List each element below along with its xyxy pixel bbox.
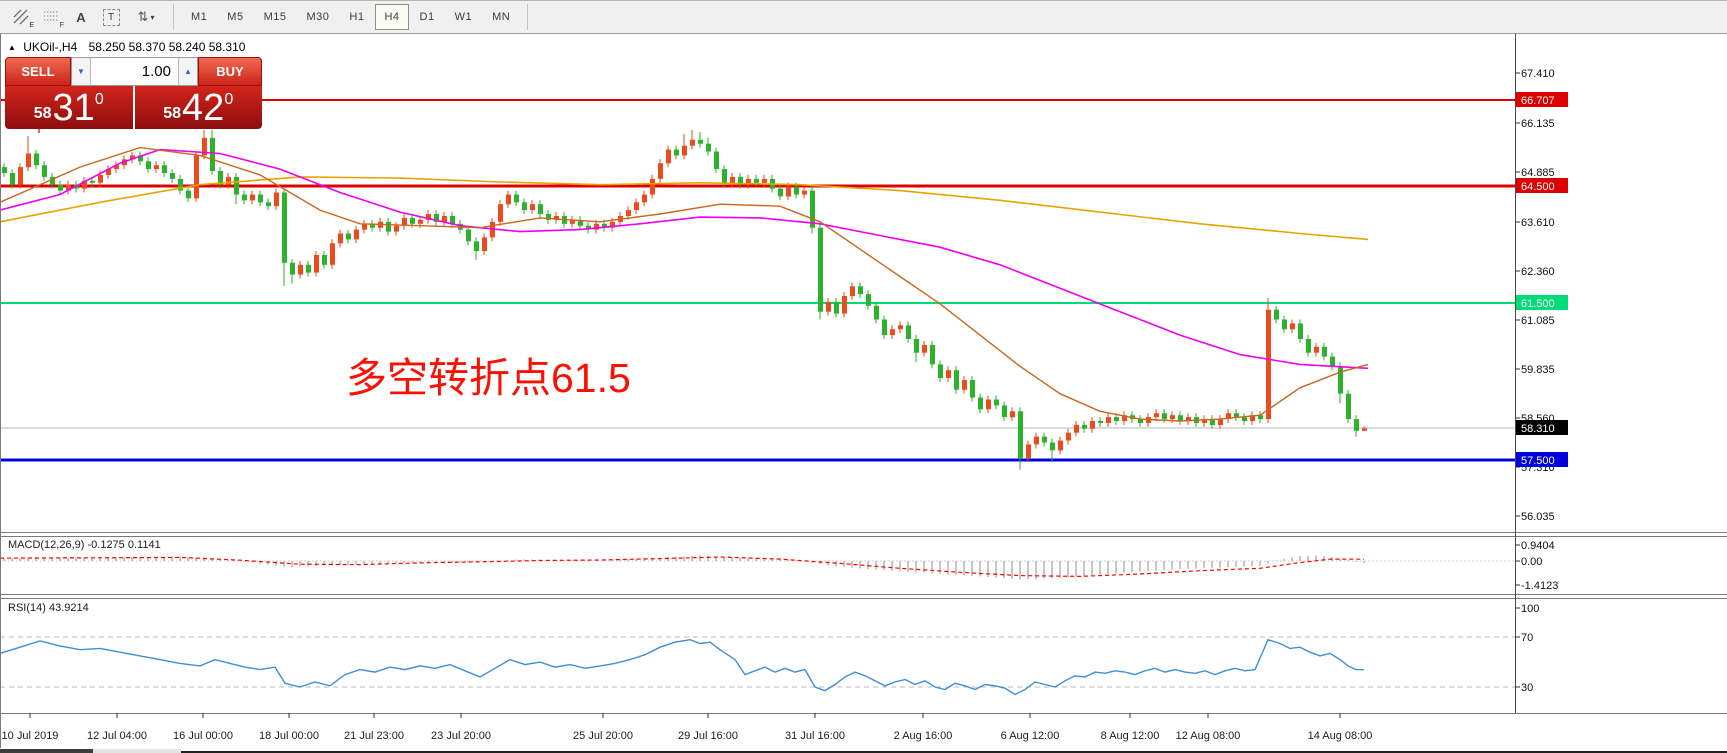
axis-label: 67.410 bbox=[1521, 68, 1555, 80]
buy-button[interactable]: BUY bbox=[198, 57, 262, 86]
grid-icon[interactable]: F bbox=[36, 4, 66, 30]
axis-label: 64.885 bbox=[1521, 167, 1555, 179]
time-label: 18 Jul 00:00 bbox=[259, 730, 319, 742]
price-badge bbox=[1516, 452, 1568, 467]
axis-label: 100 bbox=[1521, 603, 1539, 615]
ma-fast-line bbox=[0, 146, 1369, 422]
time-label: 12 Aug 08:00 bbox=[1176, 730, 1241, 742]
macd-signal-value: 0.1141 bbox=[127, 539, 161, 551]
arrows-icon[interactable]: ⇅ ▾ bbox=[137, 9, 155, 24]
time-label: 31 Jul 16:00 bbox=[785, 730, 845, 742]
macd-signal-line bbox=[0, 556, 1365, 578]
tab-timeframe-w1[interactable]: W1 bbox=[454, 11, 473, 23]
toolbar-separator bbox=[173, 4, 174, 30]
scrollbar-track bbox=[93, 749, 181, 753]
volume-input[interactable]: 1.00 bbox=[141, 63, 171, 80]
time-label: 23 Jul 20:00 bbox=[431, 730, 491, 742]
axis-label: 30 bbox=[1521, 682, 1533, 694]
sell-price-display[interactable]: 58 31 0 bbox=[5, 86, 133, 129]
rsi-value: 43.9214 bbox=[48, 602, 89, 614]
axis-label: 66.135 bbox=[1521, 118, 1555, 130]
ma-mid-line bbox=[0, 148, 1369, 370]
sell-button[interactable]: SELL bbox=[5, 57, 71, 86]
rsi-line bbox=[0, 638, 1365, 696]
price-badge-label: 66.707 bbox=[1521, 95, 1555, 107]
time-label: 2 Aug 16:00 bbox=[894, 730, 953, 742]
ma-slow-line bbox=[0, 176, 1369, 241]
macd-main-value: -0.1275 bbox=[87, 539, 125, 551]
time-label: 29 Jul 16:00 bbox=[678, 730, 738, 742]
text-label-icon[interactable]: A bbox=[76, 9, 86, 25]
axis-label: 62.360 bbox=[1521, 266, 1555, 278]
price-badge bbox=[1516, 178, 1568, 193]
axis-label: 61.085 bbox=[1521, 315, 1555, 327]
volume-decrease-button[interactable]: ▼ bbox=[72, 58, 91, 85]
one-click-trade-panel: SELL ▼ 1.00 ▲ BUY 58 31 0 58 42 0 bbox=[5, 57, 262, 129]
icon-subscript: F bbox=[59, 22, 64, 29]
axis-label: 0.9404 bbox=[1521, 540, 1555, 552]
top-toolbar: E F A T ⇅ ▾ M1 M5 M15 M30 H1 H4 D1 W1 MN bbox=[0, 0, 1727, 34]
tab-timeframe-mn[interactable]: MN bbox=[492, 11, 511, 23]
sell-price-small: 58 bbox=[33, 104, 52, 122]
price-badge bbox=[1516, 295, 1568, 310]
timeframe-bar: M1 M5 M15 M30 H1 H4 D1 W1 MN bbox=[181, 4, 520, 30]
tab-timeframe-m5[interactable]: M5 bbox=[227, 11, 244, 23]
macd-histogram bbox=[3, 555, 1365, 580]
scrollbar-thumb bbox=[0, 749, 93, 753]
chart-ohlc-values: 58.250 58.370 58.240 58.310 bbox=[88, 40, 246, 54]
chart-title: ▲ UKOil-,H4 58.250 58.370 58.240 58.310 bbox=[8, 40, 245, 54]
axis-label: 0.00 bbox=[1521, 556, 1542, 568]
price-badge-label: 64.500 bbox=[1521, 181, 1555, 193]
collapse-arrow-icon[interactable]: ▲ bbox=[8, 43, 16, 52]
axis-label: 63.610 bbox=[1521, 217, 1555, 229]
candles-group bbox=[2, 130, 1367, 470]
price-badge bbox=[1516, 92, 1568, 107]
buy-price-sup: 0 bbox=[224, 90, 234, 108]
sell-price-sup: 0 bbox=[94, 90, 104, 108]
dropdown-caret-icon: ▾ bbox=[150, 12, 155, 22]
axis-label: 59.835 bbox=[1521, 364, 1555, 376]
buy-price-small: 58 bbox=[163, 104, 182, 122]
tab-timeframe-h4[interactable]: H4 bbox=[375, 4, 409, 30]
trade-marker: T bbox=[36, 125, 43, 136]
rsi-label: RSI(14) 43.9214 bbox=[8, 602, 89, 614]
tab-timeframe-m1[interactable]: M1 bbox=[191, 11, 208, 23]
toolbar-separator bbox=[527, 4, 529, 30]
time-label: 14 Aug 08:00 bbox=[1308, 730, 1373, 742]
volume-spinner: ▼ 1.00 ▲ bbox=[71, 57, 198, 86]
window-bottom-border bbox=[181, 751, 1727, 753]
axis-label: -1.4123 bbox=[1521, 580, 1558, 592]
icon-subscript: E bbox=[29, 22, 34, 29]
time-label: 8 Aug 12:00 bbox=[1101, 730, 1160, 742]
tab-timeframe-h1[interactable]: H1 bbox=[349, 11, 365, 23]
chart-symbol-label: UKOil-,H4 bbox=[23, 40, 78, 54]
price-badge-label: 58.310 bbox=[1521, 423, 1555, 435]
macd-label: MACD(12,26,9) -0.1275 0.1141 bbox=[8, 539, 161, 551]
price-badge bbox=[1516, 420, 1568, 435]
tab-timeframe-m30[interactable]: M30 bbox=[306, 11, 330, 23]
time-label: 12 Jul 04:00 bbox=[87, 730, 147, 742]
price-badge-label: 57.500 bbox=[1521, 455, 1555, 467]
volume-increase-button[interactable]: ▲ bbox=[178, 58, 197, 85]
time-label: 21 Jul 23:00 bbox=[344, 730, 404, 742]
axis-label: 70 bbox=[1521, 632, 1533, 644]
axis-label: 56.035 bbox=[1521, 511, 1555, 523]
chart-text-annotation[interactable]: 多空转折点61.5 bbox=[346, 355, 631, 401]
buy-price-display[interactable]: 58 42 0 bbox=[134, 86, 262, 129]
time-label: 25 Jul 20:00 bbox=[573, 730, 633, 742]
time-label: 10 Jul 2019 bbox=[2, 730, 59, 742]
indicator-lines-icon[interactable]: E bbox=[6, 4, 36, 30]
tab-timeframe-m15[interactable]: M15 bbox=[263, 11, 287, 23]
text-box-icon[interactable]: T bbox=[96, 4, 126, 30]
time-label: 6 Aug 12:00 bbox=[1001, 730, 1060, 742]
price-badge-label: 61.500 bbox=[1521, 298, 1555, 310]
time-label: 16 Jul 00:00 bbox=[173, 730, 233, 742]
sell-price-big: 31 bbox=[52, 86, 95, 129]
tab-timeframe-d1[interactable]: D1 bbox=[419, 11, 435, 23]
buy-price-big: 42 bbox=[182, 86, 225, 129]
